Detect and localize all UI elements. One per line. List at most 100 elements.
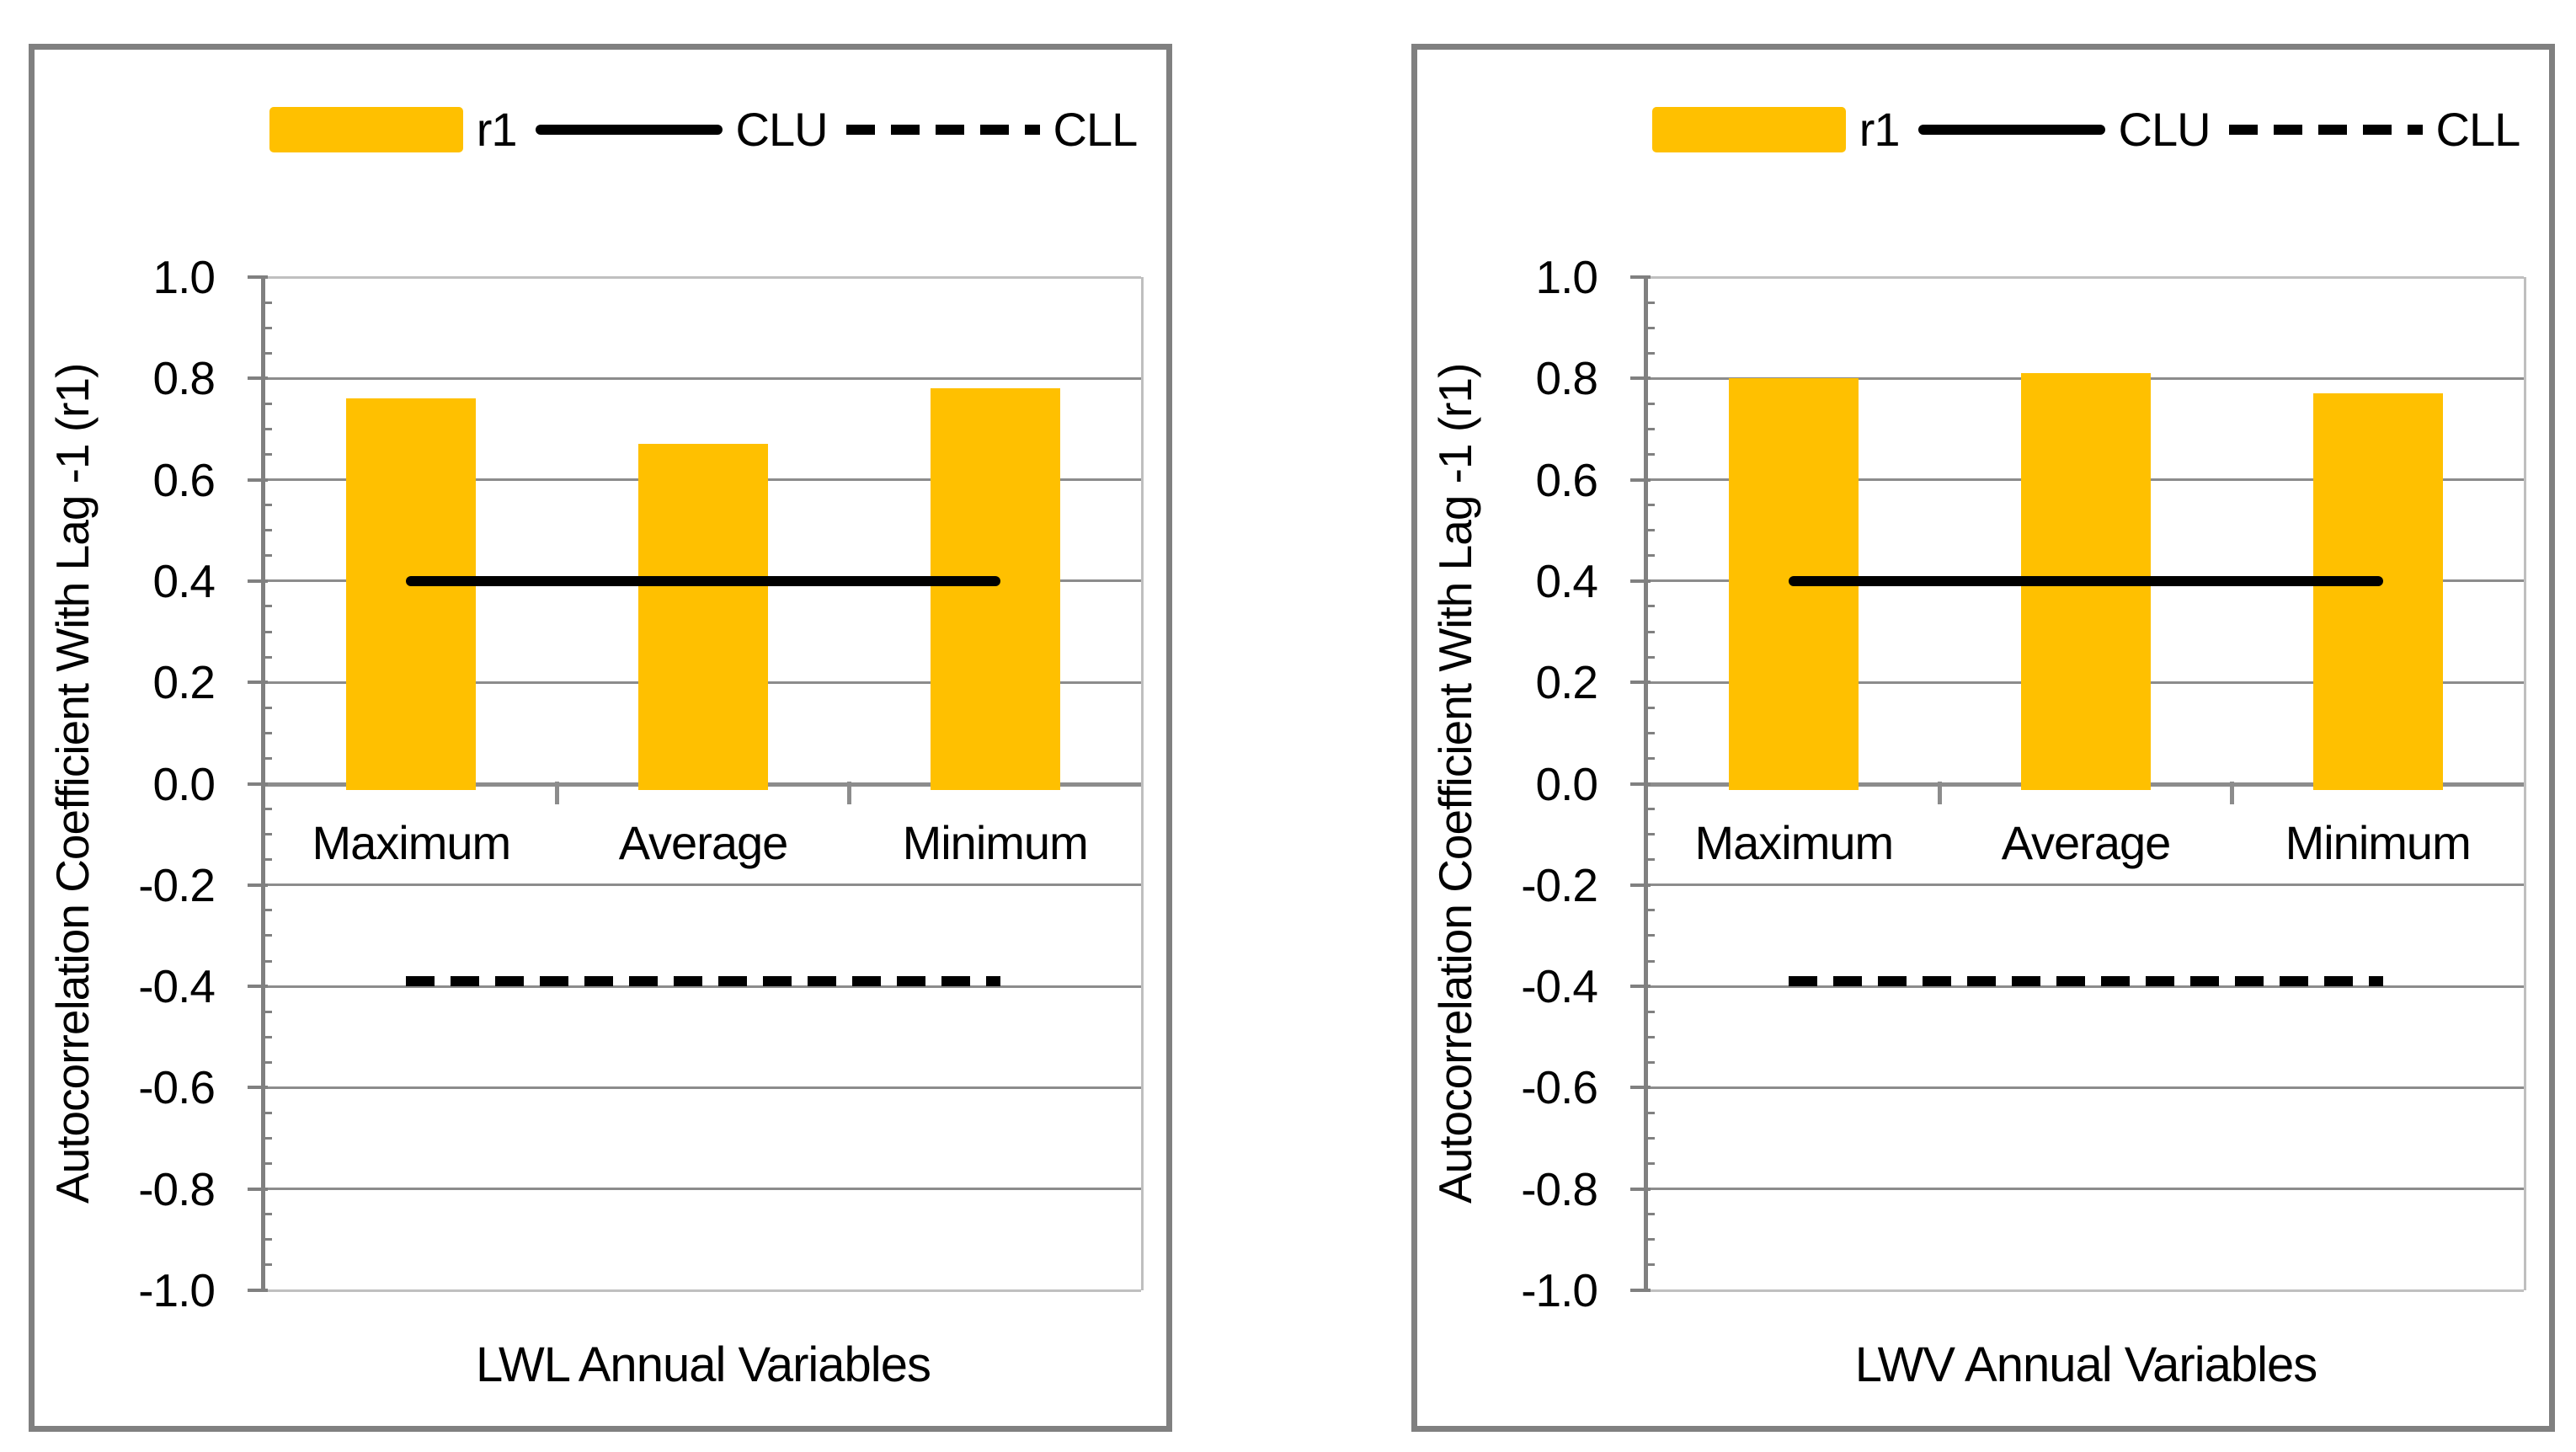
y-axis-minor-tick (261, 1035, 272, 1038)
y-axis-minor-tick (261, 1238, 272, 1241)
legend: r1 CLU CLL (1648, 99, 2524, 161)
y-axis-major-tick (1630, 985, 1651, 989)
plot-right-border (2524, 277, 2526, 1290)
y-axis-minor-tick (261, 529, 272, 532)
y-axis-minor-tick (261, 1137, 272, 1140)
gridline (1648, 985, 2524, 988)
y-axis-minor-tick (1644, 1137, 1655, 1140)
chart-panel-lwv: r1 CLU CLL Autocorrelation Coefficient Wit… (1411, 44, 2555, 1432)
y-axis-major-tick (1630, 1289, 1651, 1292)
y-axis-minor-tick (1644, 554, 1655, 558)
y-axis-minor-tick (261, 1162, 272, 1166)
y-axis-minor-tick (261, 554, 272, 558)
y-axis-major-tick (248, 681, 268, 685)
category-label: Average (618, 815, 789, 869)
cll-line (406, 976, 1000, 987)
y-axis-major-tick (1630, 275, 1651, 279)
y-tick-label: 0.8 (1535, 352, 1598, 405)
y-tick-label: -0.4 (1521, 960, 1598, 1013)
gridline (265, 1086, 1141, 1089)
y-axis-minor-tick (1644, 731, 1655, 734)
legend-label: CLL (1053, 103, 1139, 156)
gridline (265, 985, 1141, 988)
chart-panel-lwl: r1 CLU CLL Autocorrelation Coefficient Wit… (29, 44, 1172, 1432)
category-label: Minimum (2285, 815, 2472, 869)
gridline (1648, 883, 2524, 887)
y-axis-major-tick (248, 985, 268, 989)
y-axis-major-tick (1630, 1187, 1651, 1191)
x-axis-title: LWV Annual Variables (1854, 1337, 2318, 1392)
legend-item-r1: r1 (1651, 103, 1901, 156)
legend-label: CLL (2435, 103, 2521, 156)
y-axis-minor-tick (1644, 427, 1655, 430)
y-axis-minor-tick (1644, 402, 1655, 405)
y-axis-minor-tick (261, 1010, 272, 1013)
y-axis-minor-tick (261, 504, 272, 507)
y-tick-label: -0.2 (138, 858, 216, 911)
plot-area: 1.0 0.8 0.6 0.4 0.2 0.0 -0.2 -0.4 -0.6 -0.8 -1.0 Ma… (1521, 254, 2526, 1314)
bar-minimum (2312, 393, 2443, 791)
y-axis-minor-tick (261, 808, 272, 811)
y-axis-minor-tick (1644, 1213, 1655, 1216)
category-label: Average (2001, 815, 2172, 869)
category-boundary-tick (846, 782, 851, 804)
legend-dashed-line-swatch (845, 125, 1040, 135)
category-label: Minimum (902, 815, 1089, 869)
y-axis-line (1644, 275, 1648, 1292)
y-axis-major-tick (248, 883, 268, 887)
plot-right-border (1141, 277, 1144, 1290)
gridline (265, 275, 1141, 279)
category-label: Maximum (312, 815, 511, 869)
legend-item-clu: CLU (1917, 103, 2211, 156)
y-axis-minor-tick (261, 909, 272, 912)
legend-label: CLU (735, 103, 829, 156)
y-axis-minor-tick (261, 706, 272, 709)
legend-solid-line-swatch (535, 125, 723, 135)
gridline (265, 883, 1141, 887)
y-axis-minor-tick (1644, 1010, 1655, 1013)
y-tick-label: 0.2 (152, 656, 216, 709)
y-axis-minor-tick (1644, 351, 1655, 355)
y-axis-minor-tick (261, 453, 272, 456)
legend-label: r1 (1859, 103, 1901, 156)
y-axis-minor-tick (261, 655, 272, 659)
y-axis-minor-tick (1644, 934, 1655, 937)
y-axis-major-tick (248, 275, 268, 279)
y-axis-minor-tick (1644, 605, 1655, 608)
y-axis-minor-tick (1644, 706, 1655, 709)
legend-item-r1: r1 (269, 103, 518, 156)
bar-maximum (346, 398, 477, 791)
y-tick-label: 0.8 (152, 352, 216, 405)
y-axis-minor-tick (261, 934, 272, 937)
y-axis-minor-tick (1644, 1162, 1655, 1166)
y-axis-minor-tick (1644, 1238, 1655, 1241)
y-axis-major-tick (248, 478, 268, 482)
y-tick-label: 0.0 (152, 757, 216, 810)
gridline (265, 1289, 1141, 1292)
y-axis-major-tick (248, 1086, 268, 1090)
clu-line (1789, 575, 2383, 586)
y-tick-label: 0.4 (1535, 554, 1598, 607)
cll-line (1789, 976, 2383, 987)
y-axis-minor-tick (1644, 808, 1655, 811)
y-axis-minor-tick (261, 605, 272, 608)
plot-area: 1.0 0.8 0.6 0.4 0.2 0.0 -0.2 -0.4 -0.6 -0.8 -1.0 Ma… (138, 254, 1144, 1314)
y-axis-major-tick (1630, 883, 1651, 887)
y-axis-minor-tick (1644, 1035, 1655, 1038)
y-axis-minor-tick (261, 326, 272, 329)
y-axis-major-tick (248, 1289, 268, 1292)
legend-label: CLU (2118, 103, 2211, 156)
y-axis-minor-tick (261, 1213, 272, 1216)
legend-item-cll: CLL (2228, 103, 2521, 156)
y-axis-minor-tick (1644, 833, 1655, 836)
legend-item-cll: CLL (845, 103, 1139, 156)
y-tick-label: -1.0 (138, 1264, 216, 1316)
legend-label: r1 (476, 103, 518, 156)
y-axis-minor-tick (1644, 529, 1655, 532)
y-axis-minor-tick (1644, 858, 1655, 862)
y-axis-minor-tick (261, 1263, 272, 1267)
y-axis-minor-tick (1644, 959, 1655, 963)
y-axis-minor-tick (1644, 1111, 1655, 1114)
y-axis-minor-tick (261, 427, 272, 430)
